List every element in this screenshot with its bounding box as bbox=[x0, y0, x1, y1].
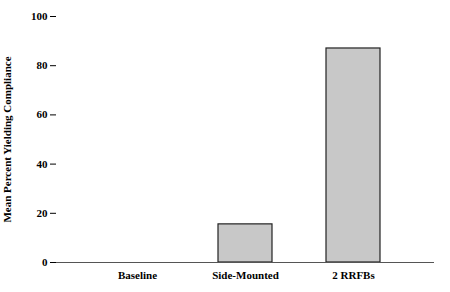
svg-text:80: 80 bbox=[37, 59, 49, 71]
svg-text:60: 60 bbox=[37, 108, 49, 120]
svg-text:40: 40 bbox=[37, 158, 49, 170]
svg-text:Baseline: Baseline bbox=[118, 269, 157, 281]
svg-text:100: 100 bbox=[31, 10, 48, 22]
svg-text:Side-Mounted: Side-Mounted bbox=[212, 269, 279, 281]
svg-text:2 RRFBs: 2 RRFBs bbox=[332, 269, 375, 281]
svg-text:Mean Percent Yielding Complian: Mean Percent Yielding Compliance bbox=[1, 56, 13, 222]
svg-text:0: 0 bbox=[42, 256, 48, 268]
svg-text:20: 20 bbox=[37, 207, 49, 219]
